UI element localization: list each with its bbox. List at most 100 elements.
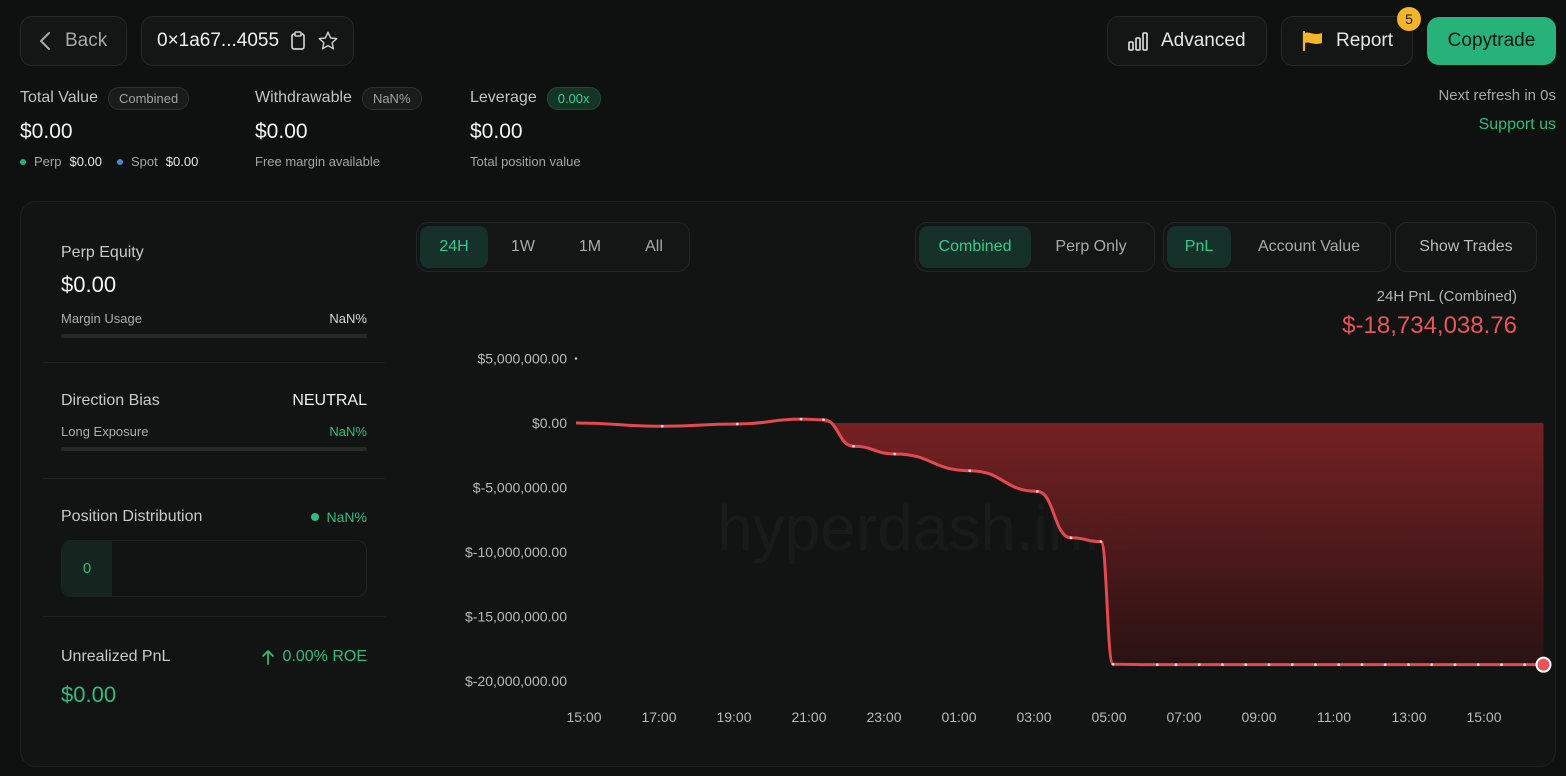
total-value: $0.00 [20, 120, 73, 143]
withdrawable-value: $0.00 [255, 120, 308, 143]
pnl-line [575, 417, 1544, 667]
time-range-tabs: 24H 1W 1M All [416, 222, 690, 272]
data-point [852, 444, 855, 448]
x-tick-label: 15:00 [566, 709, 601, 725]
position-distribution-box: 0 [61, 540, 367, 597]
show-trades-button[interactable]: Show Trades [1395, 222, 1537, 272]
report-label: Report [1336, 30, 1394, 51]
range-1m-tab[interactable]: 1M [578, 238, 602, 255]
account-value-tab[interactable]: Account Value [1258, 238, 1360, 255]
bar-chart-icon [1128, 32, 1148, 51]
x-tick-label: 23:00 [866, 709, 901, 725]
direction-bias-section: Direction Bias NEUTRAL Long Exposure NaN… [61, 392, 367, 451]
data-point [735, 422, 739, 426]
spot-dot [117, 158, 124, 165]
leverage-value: $0.00 [470, 120, 523, 143]
data-point [1244, 663, 1248, 667]
perp-equity-label: Perp Equity [61, 244, 144, 261]
refresh-countdown: Next refresh in 0s [1438, 87, 1556, 104]
copy-icon[interactable] [289, 31, 307, 51]
combined-tab[interactable]: Combined [919, 226, 1031, 268]
data-point [968, 469, 972, 473]
wallet-address-chip[interactable]: 0×1a67...4055 [141, 16, 354, 66]
perp-only-tab[interactable]: Perp Only [1055, 238, 1127, 255]
long-exposure-value: NaN% [329, 424, 367, 439]
position-distribution-value: NaN% [326, 509, 367, 525]
unrealized-pnl-section: Unrealized PnL 0.00% ROE $0.00 [61, 648, 367, 708]
data-point [1174, 663, 1178, 667]
star-icon[interactable] [317, 30, 339, 52]
direction-bias-label: Direction Bias [61, 392, 160, 409]
data-point [799, 417, 803, 421]
combined-pill: Combined [107, 86, 190, 110]
spot-value: $0.00 [165, 154, 199, 169]
data-point [1155, 663, 1159, 667]
x-tick-label: 05:00 [1091, 709, 1126, 725]
pnl-tab[interactable]: PnL [1167, 226, 1231, 268]
arrow-up-icon [261, 650, 274, 665]
status-dot [310, 513, 319, 521]
report-button[interactable]: Report [1281, 16, 1413, 66]
back-label: Back [65, 30, 108, 51]
long-exposure-bar [61, 447, 367, 451]
data-point [1523, 663, 1527, 667]
x-tick-label: 07:00 [1166, 709, 1201, 725]
free-margin-text: Free margin available [255, 154, 381, 169]
support-link[interactable]: Support us [1478, 116, 1556, 133]
range-24h-tab[interactable]: 24H [420, 226, 488, 268]
main-panel: Perp Equity $0.00 Margin Usage NaN% Dire… [20, 201, 1556, 767]
x-tick-label: 01:00 [941, 709, 976, 725]
withdrawable-label: Withdrawable [255, 89, 352, 106]
total-value-label: Total Value [20, 89, 98, 106]
divider [43, 478, 385, 479]
wallet-address: 0×1a67...4055 [157, 30, 280, 51]
x-tick-label: 09:00 [1241, 709, 1276, 725]
flag-icon [1302, 31, 1322, 51]
margin-usage-bar [61, 334, 367, 338]
back-button[interactable]: Back [20, 16, 127, 66]
leverage-pill: 0.00x [546, 86, 601, 110]
last-point-marker [1535, 656, 1552, 673]
data-point [1476, 663, 1480, 667]
data-point [660, 424, 664, 428]
roe-value: 0.00% ROE [282, 648, 367, 665]
unrealized-pnl-value: $0.00 [61, 682, 117, 707]
leverage-stat: Leverage 0.00x $0.00 Total position value [470, 86, 601, 169]
x-tick-label: 13:00 [1391, 709, 1426, 725]
pnl-chart[interactable]: hyperdash.info $5,000,000.00$0.00$-5,000… [421, 342, 1555, 762]
pnl-summary-title: 24H PnL (Combined) [1376, 288, 1517, 305]
advanced-button[interactable]: Advanced [1107, 16, 1267, 66]
x-tick-label: 11:00 [1317, 709, 1351, 725]
y-tick-label: $0.00 [532, 415, 567, 431]
perp-label: Perp [34, 154, 62, 169]
perp-equity-value: $0.00 [61, 272, 117, 297]
report-count-badge: 5 [1397, 7, 1421, 31]
data-point [1383, 663, 1387, 667]
position-distribution-label: Position Distribution [61, 508, 203, 525]
unrealized-pnl-label: Unrealized PnL [61, 648, 171, 665]
withdrawable-pill: NaN% [361, 86, 422, 110]
data-point [1314, 663, 1317, 667]
perp-value: $0.00 [69, 154, 103, 169]
leverage-label: Leverage [470, 89, 537, 106]
data-point [1500, 663, 1503, 667]
range-all-tab[interactable]: All [645, 238, 663, 255]
long-exposure-label: Long Exposure [61, 424, 149, 439]
copytrade-button[interactable]: Copytrade [1427, 17, 1556, 65]
position-count: 0 [62, 541, 112, 596]
range-1w-tab[interactable]: 1W [511, 238, 535, 255]
data-point [1069, 536, 1073, 540]
x-tick-label: 17:00 [641, 709, 676, 725]
divider [43, 616, 385, 617]
data-point [1453, 663, 1457, 667]
data-point [1290, 663, 1294, 667]
spot-label: Spot [131, 154, 158, 169]
divider [43, 362, 385, 363]
x-tick-label: 21:00 [791, 709, 826, 725]
margin-usage-label: Margin Usage [61, 311, 142, 326]
x-tick-label: 15:00 [1466, 709, 1501, 725]
data-point [1099, 540, 1103, 544]
data-point [822, 418, 825, 422]
data-point [893, 452, 897, 456]
pnl-summary-value: $-18,734,038.76 [1342, 312, 1517, 339]
